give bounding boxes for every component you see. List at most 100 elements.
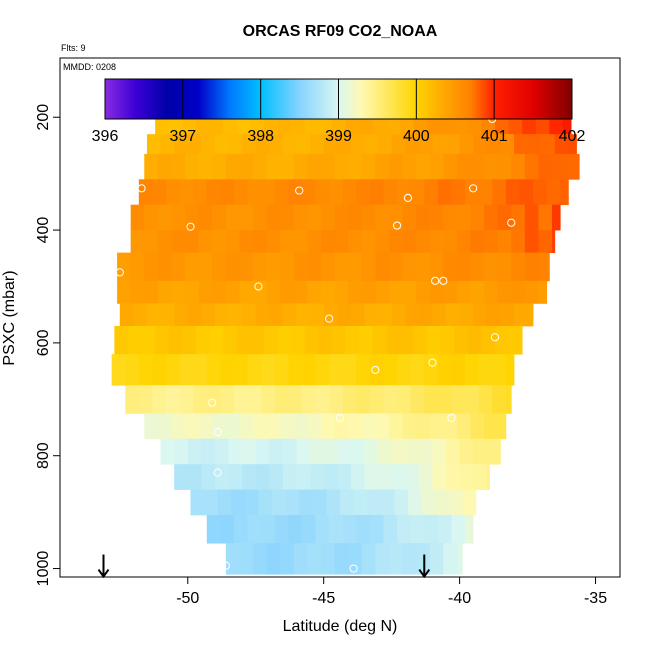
heat-cell xyxy=(185,230,200,254)
heat-cell xyxy=(182,325,197,355)
heat-cell xyxy=(481,117,496,135)
heat-cell xyxy=(348,413,363,440)
heat-cell xyxy=(185,413,200,440)
sample-point xyxy=(349,564,358,573)
heat-cell xyxy=(342,514,357,544)
heat-cell xyxy=(524,153,539,180)
heat-cell xyxy=(293,543,308,575)
heat-cell xyxy=(214,303,229,327)
heat-cell xyxy=(416,543,431,575)
colorbar-tick-label: 399 xyxy=(325,128,352,145)
heat-cell xyxy=(541,134,556,155)
heat-cell xyxy=(378,438,393,465)
heat-cell xyxy=(242,303,257,327)
sample-point xyxy=(392,221,402,230)
heat-cell xyxy=(236,325,251,355)
heat-cell xyxy=(217,489,232,516)
heat-cell xyxy=(356,354,371,386)
heat-cell xyxy=(152,179,167,206)
heat-cell xyxy=(416,252,431,282)
heat-cell xyxy=(228,438,243,465)
heat-cell xyxy=(429,413,444,440)
heat-cell xyxy=(443,252,458,282)
heat-cell xyxy=(296,438,311,465)
heat-cell xyxy=(399,117,414,135)
heat-cell xyxy=(247,354,262,386)
heat-cell xyxy=(462,489,477,516)
heat-cell xyxy=(201,438,216,465)
heat-cell xyxy=(239,280,254,304)
heat-cell xyxy=(304,325,319,355)
heat-cell xyxy=(209,117,224,135)
heat-cell xyxy=(486,438,501,465)
heat-cell xyxy=(144,413,159,440)
heat-cell xyxy=(242,464,257,490)
sample-point xyxy=(588,105,597,115)
heat-cell xyxy=(513,134,528,155)
heat-cell xyxy=(440,117,455,135)
heat-cell xyxy=(130,204,145,231)
heat-cell xyxy=(410,385,425,414)
heat-cell xyxy=(413,117,428,135)
heat-cell xyxy=(228,303,243,327)
heat-cell xyxy=(484,413,499,440)
heat-cell xyxy=(274,179,289,206)
heat-cell xyxy=(565,153,580,180)
heat-cell xyxy=(348,252,363,282)
heat-cell xyxy=(198,153,213,180)
heat-cell xyxy=(508,325,523,355)
heat-cell xyxy=(386,117,401,135)
heat-cell xyxy=(220,385,235,414)
heat-cell xyxy=(233,385,248,414)
heat-cell xyxy=(111,354,126,386)
heat-cell xyxy=(424,385,439,414)
heat-cell xyxy=(296,134,311,155)
heat-cell xyxy=(193,354,208,386)
heat-cell xyxy=(269,438,284,465)
y-tick-label: 600 xyxy=(35,329,52,356)
heat-cell xyxy=(451,179,466,206)
heat-cell xyxy=(350,464,365,490)
heat-cell xyxy=(157,252,172,282)
heat-cell xyxy=(361,543,376,575)
heat-cell xyxy=(239,204,254,231)
heat-cell xyxy=(233,354,248,386)
heat-cell xyxy=(144,280,159,304)
heat-cell xyxy=(323,134,338,155)
sample-point xyxy=(431,276,440,285)
heat-cell xyxy=(364,303,379,327)
heat-cell xyxy=(315,385,330,414)
sample-point xyxy=(428,358,437,367)
heat-cell xyxy=(388,153,403,180)
heat-cell xyxy=(383,385,398,414)
heat-cell xyxy=(280,543,295,575)
heat-cell xyxy=(397,514,412,544)
heat-cell xyxy=(187,134,202,155)
heat-cell xyxy=(214,438,229,465)
heat-cell xyxy=(247,514,262,544)
heat-cell xyxy=(239,230,254,254)
heat-cell xyxy=(437,179,452,206)
heat-cell xyxy=(459,134,474,155)
heat-cell xyxy=(152,385,167,414)
heat-cell xyxy=(364,464,379,490)
heat-cell xyxy=(171,230,186,254)
heat-cell xyxy=(315,179,330,206)
heat-cell xyxy=(356,385,371,414)
heat-cell xyxy=(223,325,238,355)
heat-cell xyxy=(285,489,300,516)
heat-cell xyxy=(486,303,501,327)
heat-cell xyxy=(127,325,142,355)
heat-cell xyxy=(198,252,213,282)
heat-cell xyxy=(198,204,213,231)
heat-cell xyxy=(418,134,433,155)
heat-cell xyxy=(157,230,172,254)
heat-cell xyxy=(171,252,186,282)
heat-cell xyxy=(250,325,265,355)
heat-cell xyxy=(125,354,140,386)
heat-cell xyxy=(141,325,156,355)
heat-cell xyxy=(375,280,390,304)
heat-cell xyxy=(312,489,327,516)
heat-cell xyxy=(269,464,284,490)
heat-cell xyxy=(375,252,390,282)
